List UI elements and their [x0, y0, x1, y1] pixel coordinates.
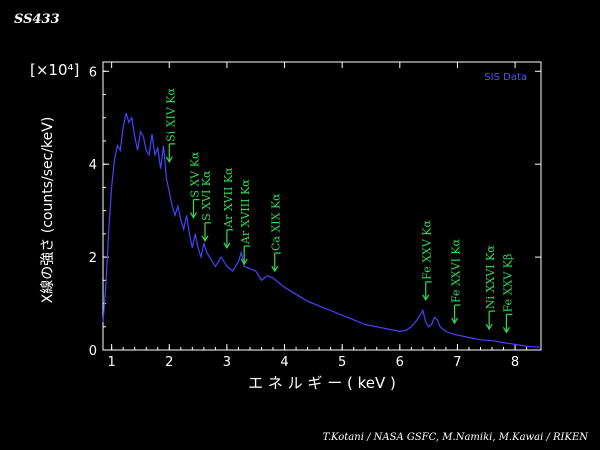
emission-line-label: Fe XXVI Kα: [450, 238, 463, 303]
x-tick-label: 5: [338, 355, 346, 370]
emission-line-marker: S XVI Kα: [200, 170, 213, 243]
emission-line-labels: Si XIV Kα S XV KαS XVI Kα Ar XVII Kα Ar XVI…: [164, 87, 514, 334]
y-axis-label: X線の強さ (counts/sec/keV): [40, 117, 56, 304]
emission-line-marker: Ni XXVI Kα: [484, 245, 497, 331]
y-tick-label: 0: [89, 344, 97, 359]
emission-line-label: Si XIV Kα: [164, 87, 177, 141]
emission-line-marker: Fe XXV Kα: [421, 219, 434, 301]
chart-title: SS433: [14, 12, 60, 27]
emission-line-marker: Ar XVIII Kα: [239, 179, 252, 266]
x-tick-label: 3: [223, 355, 231, 370]
legend-entry: SIS Data: [484, 72, 527, 83]
emission-line-marker: Fe XXVI Kα: [450, 238, 463, 325]
x-tick-label: 7: [453, 355, 461, 370]
emission-line-marker: Fe XXV Kβ: [501, 254, 514, 334]
x-axis-label: エ ネ ル ギ ー ( keV ): [248, 374, 396, 392]
emission-line-marker: Si XIV Kα: [164, 87, 177, 164]
credit-text: T.Kotani / NASA GSFC, M.Namiki, M.Kawai …: [323, 432, 590, 443]
y-tick-label: 4: [89, 158, 97, 173]
y-axis: 0 2 4 6: [89, 65, 541, 359]
plot-frame: [102, 61, 542, 351]
y-tick-label: 6: [89, 65, 97, 80]
spectrum-series-line: [102, 112, 542, 348]
x-tick-label: 6: [396, 355, 404, 370]
emission-line-label: S XVI Kα: [200, 170, 213, 221]
emission-line-label: S XV Kα: [188, 151, 201, 198]
emission-line-marker: S XV Kα: [188, 151, 201, 219]
x-tick-label: 8: [511, 355, 519, 370]
x-tick-label: 4: [280, 355, 288, 370]
emission-line-marker: Ca XIX Kα: [270, 193, 283, 273]
emission-line-label: Ca XIX Kα: [270, 193, 283, 251]
emission-line-marker: Ar XVII Kα: [222, 167, 235, 249]
x-axis: 1 2 3 4 5 6 7 8: [108, 62, 528, 370]
y-multiplier: [×10⁴]: [30, 61, 79, 79]
emission-line-label: Fe XXV Kα: [421, 219, 434, 279]
y-tick-label: 2: [89, 251, 97, 266]
x-tick-label: 1: [108, 355, 116, 370]
emission-line-label: Ar XVII Kα: [222, 167, 235, 229]
x-tick-label: 2: [165, 355, 173, 370]
emission-line-label: Fe XXV Kβ: [501, 254, 514, 313]
emission-line-label: Ni XXVI Kα: [484, 245, 497, 309]
emission-line-label: Ar XVIII Kα: [239, 179, 252, 245]
